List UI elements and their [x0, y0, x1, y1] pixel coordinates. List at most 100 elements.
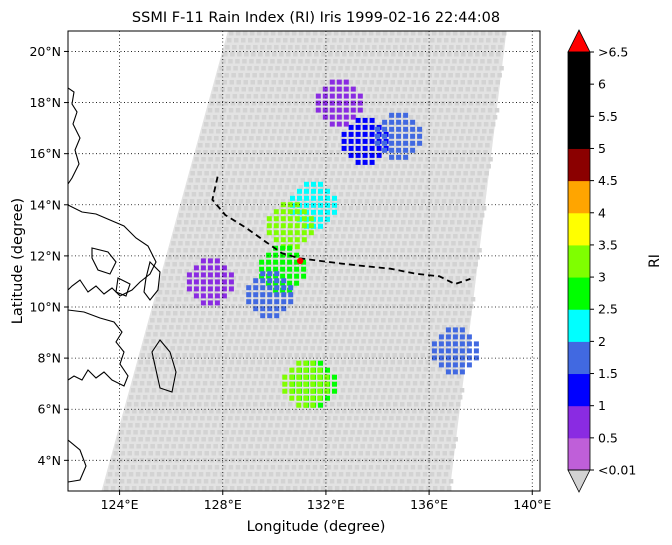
swath-pixel	[270, 108, 276, 113]
swath-pixel	[190, 402, 195, 407]
swath-pixel	[291, 31, 297, 36]
swath-pixel	[239, 325, 244, 330]
swath-pixel	[211, 171, 216, 176]
swath-pixel	[291, 465, 297, 470]
swath-pixel	[245, 479, 251, 484]
swath-pixel	[175, 479, 181, 484]
swath-pixel	[464, 269, 469, 274]
swath-pixel	[219, 269, 224, 274]
swath-pixel	[412, 178, 417, 183]
swath-pixel	[383, 80, 388, 85]
swath-pixel	[348, 80, 353, 85]
swath-pixel	[325, 444, 330, 449]
swath-pixel	[286, 52, 291, 57]
swath-pixel	[362, 283, 368, 288]
swath-pixel	[295, 171, 300, 176]
swath-pixel	[289, 472, 295, 477]
swath-pixel	[457, 269, 462, 274]
swath-pixel	[465, 164, 470, 169]
swath-pixel	[317, 423, 322, 428]
swath-pixel	[349, 129, 354, 134]
swath-pixel	[133, 430, 138, 435]
swath-pixel	[330, 171, 335, 176]
swath-pixel	[289, 220, 294, 225]
swath-pixel	[243, 360, 248, 365]
swath-pixel	[160, 409, 165, 414]
swath-pixel	[298, 185, 304, 190]
swath-pixel	[180, 206, 186, 211]
swath-pixel	[310, 66, 315, 71]
swath-pixel	[260, 325, 265, 330]
swath-pixel	[317, 143, 322, 148]
swath-pixel	[270, 59, 275, 64]
swath-pixel	[181, 332, 186, 337]
swath-pixel	[418, 486, 424, 491]
swath-pixel	[157, 290, 163, 295]
swath-pixel	[215, 206, 221, 211]
swath-pixel	[435, 171, 440, 176]
swath-pixel	[373, 269, 378, 274]
swath-pixel	[405, 178, 410, 183]
swath-pixel	[461, 332, 466, 337]
swath-pixel	[262, 318, 267, 323]
swath-pixel	[398, 332, 403, 337]
swath-pixel	[451, 318, 456, 323]
swath-pixel	[287, 199, 293, 204]
swath-pixel	[372, 45, 377, 50]
swath-pixel	[398, 178, 403, 183]
swath-pixel	[293, 409, 298, 414]
swath-pixel	[345, 395, 351, 400]
swath-pixel	[181, 409, 186, 414]
swath-pixel	[248, 444, 253, 449]
swath-pixel	[231, 353, 236, 358]
swath-pixel	[295, 248, 300, 253]
swath-pixel	[297, 164, 302, 169]
swath-pixel	[247, 269, 252, 274]
swath-pixel	[295, 45, 300, 50]
swath-pixel	[391, 409, 396, 414]
swath-pixel	[232, 374, 238, 379]
swath-pixel	[453, 206, 459, 211]
swath-pixel	[212, 143, 217, 148]
swath-pixel	[381, 318, 386, 323]
swath-pixel	[276, 318, 281, 323]
swath-pixel	[434, 73, 439, 78]
swath-pixel	[416, 367, 422, 372]
swath-pixel	[243, 283, 249, 288]
swath-pixel	[438, 339, 443, 344]
swath-pixel	[155, 297, 161, 302]
swath-pixel	[355, 206, 361, 211]
swath-pixel	[370, 409, 375, 414]
swath-pixel	[266, 353, 271, 358]
swath-pixel	[212, 220, 217, 225]
swath-pixel	[270, 339, 275, 344]
swath-pixel	[250, 437, 255, 442]
swath-pixel	[434, 122, 440, 127]
swath-pixel	[283, 444, 288, 449]
swath-pixel	[146, 409, 151, 414]
swath-pixel	[135, 472, 141, 477]
swath-pixel	[466, 31, 472, 36]
swath-pixel	[312, 31, 318, 36]
swath-pixel	[367, 367, 373, 372]
swath-pixel	[454, 304, 460, 309]
swath-pixel	[148, 451, 153, 456]
swath-pixel	[326, 31, 332, 36]
swath-pixel	[155, 325, 160, 330]
swath-pixel	[235, 388, 241, 393]
swath-pixel	[425, 360, 430, 365]
colorbar-segment	[568, 244, 590, 278]
swath-pixel	[277, 339, 282, 344]
swath-pixel	[445, 416, 450, 421]
swath-pixel	[301, 479, 307, 484]
swath-pixel	[220, 367, 226, 372]
swath-pixel	[340, 31, 346, 36]
swath-pixel	[238, 73, 243, 78]
swath-pixel	[450, 143, 455, 148]
swath-pixel	[442, 451, 447, 456]
swath-pixel	[299, 206, 305, 211]
swath-pixel	[261, 395, 267, 400]
swath-pixel	[255, 38, 260, 43]
swath-pixel	[358, 374, 364, 379]
swath-pixel	[332, 241, 337, 246]
